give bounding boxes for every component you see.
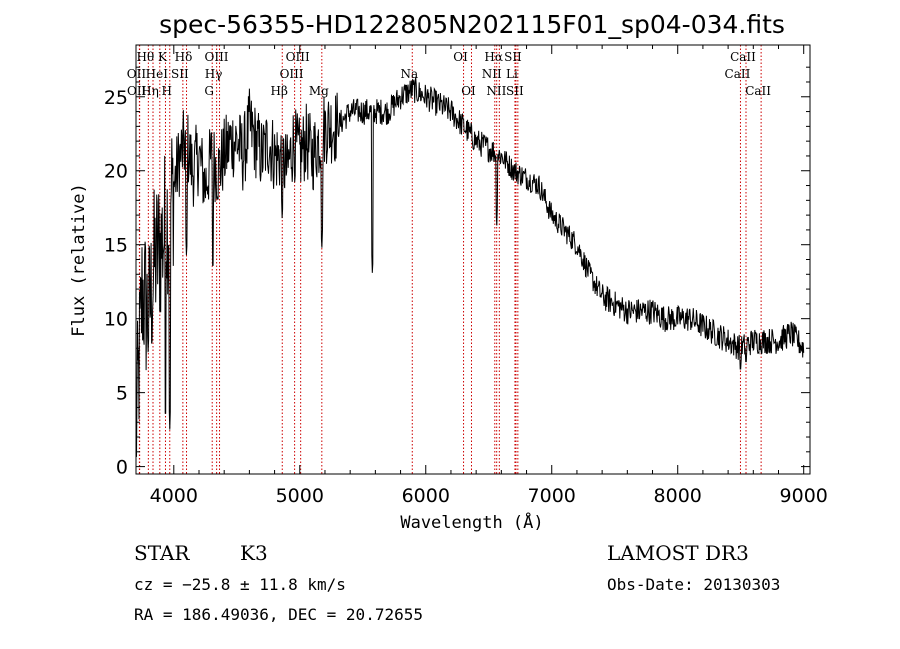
line-label-15: Mg (309, 84, 329, 98)
line-label-18: OI (461, 84, 476, 98)
y-tick-label-0: 0 (116, 457, 128, 479)
line-label-11: G (204, 84, 214, 98)
survey-name: LAMOST DR3 (607, 541, 749, 565)
axis-ticks: 4000 5000 6000 7000 8000 9000 0 5 10 15 20 25 (104, 45, 828, 507)
y-tick-label-4: 20 (104, 161, 128, 183)
observation-date: Obs-Date: 20130303 (607, 575, 780, 594)
line-label-16: Na (400, 67, 418, 81)
x-tick-label-4: 8000 (654, 485, 702, 507)
chart-title: spec-56355-HD122805N202115F01_sp04-034.f… (159, 10, 785, 39)
x-tick-label-5: 9000 (780, 485, 828, 507)
y-axis-label: Flux (relative) (69, 183, 89, 337)
line-label-10: Hγ (205, 67, 223, 81)
coordinates: RA = 186.49036, DEC = 20.72655 (134, 605, 423, 624)
line-label-12: OIII (286, 50, 310, 64)
line-label-17: OI (453, 50, 468, 64)
line-label-27: CaII (745, 84, 771, 98)
line-label-24: SII (506, 84, 524, 98)
spectrum-series (135, 77, 805, 457)
line-label-2: OII (127, 84, 147, 98)
y-tick-label-5: 25 (104, 87, 128, 109)
x-tick-label-2: 6000 (402, 485, 450, 507)
x-tick-label-0: 4000 (150, 485, 198, 507)
line-label-3: K (158, 50, 168, 64)
line-label-20: SII (504, 50, 522, 64)
y-tick-label-1: 5 (116, 383, 128, 405)
redshift-cz: cz = −25.8 ± 11.8 km/s (134, 575, 346, 594)
line-label-19: Hα (484, 50, 503, 64)
line-label-7: SII (171, 67, 189, 81)
line-label-21: NII (482, 67, 502, 81)
spectral-line-labels: Hθ OII OII K HeI Hη Hδ SII H OIII Hγ G OIII OIII Hβ Mg N… (127, 50, 772, 98)
object-class: STAR (134, 541, 190, 565)
line-label-5: Hη (141, 84, 159, 98)
line-label-26: CaII (725, 67, 751, 81)
x-tick-label-1: 5000 (276, 485, 324, 507)
line-label-23: NII (486, 84, 506, 98)
line-label-8: H (162, 84, 172, 98)
y-tick-label-3: 15 (104, 235, 128, 257)
line-label-13: OIII (280, 67, 304, 81)
line-label-25: CaII (730, 50, 756, 64)
y-tick-label-2: 10 (104, 309, 128, 331)
line-label-14: Hβ (271, 84, 288, 98)
line-label-9: OIII (204, 50, 228, 64)
line-label-22: Li (506, 67, 518, 81)
spectral-line-markers (138, 45, 762, 474)
line-label-4: HeI (146, 67, 169, 81)
plot-frame (135, 44, 811, 475)
spectrum-line (135, 77, 805, 457)
x-axis-label: Wavelength (Å) (400, 511, 543, 533)
line-label-6: Hδ (175, 50, 193, 64)
x-tick-label-3: 7000 (528, 485, 576, 507)
line-label-0: Hθ (136, 50, 154, 64)
object-subclass: K3 (240, 541, 268, 565)
line-label-1: OII (127, 67, 147, 81)
